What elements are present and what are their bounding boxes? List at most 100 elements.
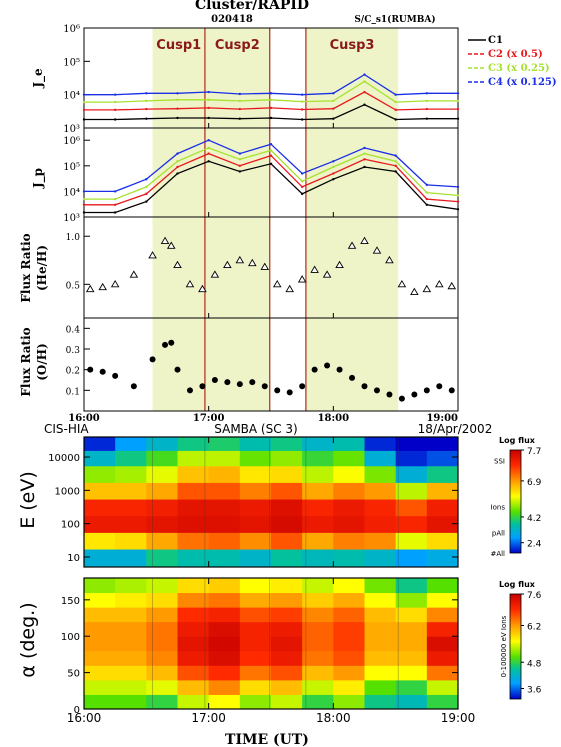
y-tick-label: 0.4 <box>66 325 81 335</box>
o-h-ylabel: Flux Ratio <box>19 327 33 396</box>
data-point <box>113 108 117 112</box>
data-point <box>145 92 148 95</box>
heatmap-cell <box>177 499 210 517</box>
data-point <box>456 92 460 95</box>
data-point <box>447 281 457 290</box>
heatmap-cell <box>395 499 428 517</box>
colorbar-side-label: Ions <box>491 504 506 512</box>
heatmap-cell <box>84 679 116 695</box>
data-point <box>82 190 86 193</box>
heatmap-cell <box>426 465 459 483</box>
heatmap-cell <box>115 465 147 483</box>
data-point <box>456 194 460 197</box>
heatmap-cell <box>395 549 428 568</box>
heatmap-cell <box>271 515 303 533</box>
heatmap-cell <box>426 607 459 623</box>
data-point <box>394 160 397 163</box>
heatmap-cell <box>208 465 241 483</box>
data-point <box>300 185 304 189</box>
data-point <box>207 98 210 102</box>
data-point <box>425 117 429 120</box>
y-tick-label: 0.2 <box>66 367 80 377</box>
heatmap-cell <box>333 482 365 500</box>
data-point <box>363 158 366 161</box>
heatmap-cell <box>208 694 241 710</box>
data-point <box>363 146 366 150</box>
heatmap-cell <box>302 578 334 594</box>
heatmap-cell <box>115 532 147 550</box>
heatmap-cell <box>84 694 116 710</box>
data-point <box>176 98 179 102</box>
cis-date: 18/Apr/2002 <box>418 422 493 436</box>
heatmap-cell <box>146 578 178 594</box>
heatmap-cell <box>333 437 365 451</box>
data-point <box>456 107 460 111</box>
data-point <box>210 270 220 278</box>
colorbar <box>509 449 522 554</box>
heatmap-cell <box>271 450 303 467</box>
data-point <box>336 366 343 373</box>
data-point <box>310 265 319 273</box>
data-point <box>286 389 293 396</box>
heatmap-cell <box>395 592 428 608</box>
colorbar <box>509 593 522 700</box>
energy-colorbar: Log flux 7.7 6.9 4.2 2.4 SSI Ions pAll #All <box>490 436 541 558</box>
data-point <box>129 270 139 278</box>
heatmap-cell <box>84 621 116 637</box>
heatmap-cell <box>302 592 334 608</box>
heatmap-cell <box>364 679 397 695</box>
heatmap-cell <box>146 532 178 550</box>
heatmap-cell <box>271 482 303 500</box>
data-point <box>394 108 397 112</box>
series-line <box>84 73 458 96</box>
figure-title: Cluster/RAPID <box>195 0 309 13</box>
heatmap-cell <box>302 607 334 623</box>
date-code: 020418 <box>211 14 253 25</box>
data-point <box>360 236 369 244</box>
data-point <box>272 279 282 288</box>
heatmap-cell <box>271 499 303 517</box>
heatmap-cell <box>426 592 459 608</box>
heatmap-cell <box>208 621 241 637</box>
y-tick-label: 0.5 <box>66 281 81 291</box>
data-point <box>397 279 407 288</box>
heatmap-cell <box>115 607 147 623</box>
heatmap-cell <box>271 694 303 710</box>
data-point <box>160 236 170 244</box>
data-point <box>269 149 273 152</box>
heatmap-cell <box>146 515 178 533</box>
data-point <box>148 251 157 259</box>
data-point <box>87 366 94 373</box>
heatmap-cell <box>146 621 178 637</box>
he-h-panel: 0.5 1.0 <box>66 216 459 319</box>
heatmap-cell <box>302 465 334 483</box>
data-point <box>149 356 156 363</box>
data-point <box>373 387 380 394</box>
y-tick-label: 50 <box>67 669 80 680</box>
data-point <box>300 100 304 103</box>
colorbar-tick-label: 2.4 <box>527 540 542 550</box>
heatmap-cell <box>364 636 397 652</box>
legend-label: C1 <box>488 35 503 46</box>
heatmap-cell <box>177 532 210 550</box>
data-point <box>394 154 397 157</box>
heatmap-cell <box>177 515 210 533</box>
colorbar-tick-label: 6.2 <box>527 623 541 633</box>
heatmap-cell <box>208 515 241 533</box>
heatmap-cell <box>426 665 459 681</box>
data-point <box>113 100 117 104</box>
heatmap-cell <box>364 465 397 483</box>
heatmap-cell <box>271 437 303 451</box>
colorbar-title: Log flux <box>499 580 536 589</box>
heatmap-cell <box>426 694 459 710</box>
heatmap-cell <box>239 592 272 608</box>
data-point <box>174 366 181 373</box>
he-h-ylabel2: (He/H) <box>35 245 49 291</box>
data-point <box>249 379 256 386</box>
data-point <box>347 241 357 249</box>
x-tick-label: 19:00 <box>426 413 458 424</box>
heatmap-cell <box>146 549 178 568</box>
heatmap-cell <box>333 650 365 666</box>
y-tick-label: 0.1 <box>66 387 80 397</box>
